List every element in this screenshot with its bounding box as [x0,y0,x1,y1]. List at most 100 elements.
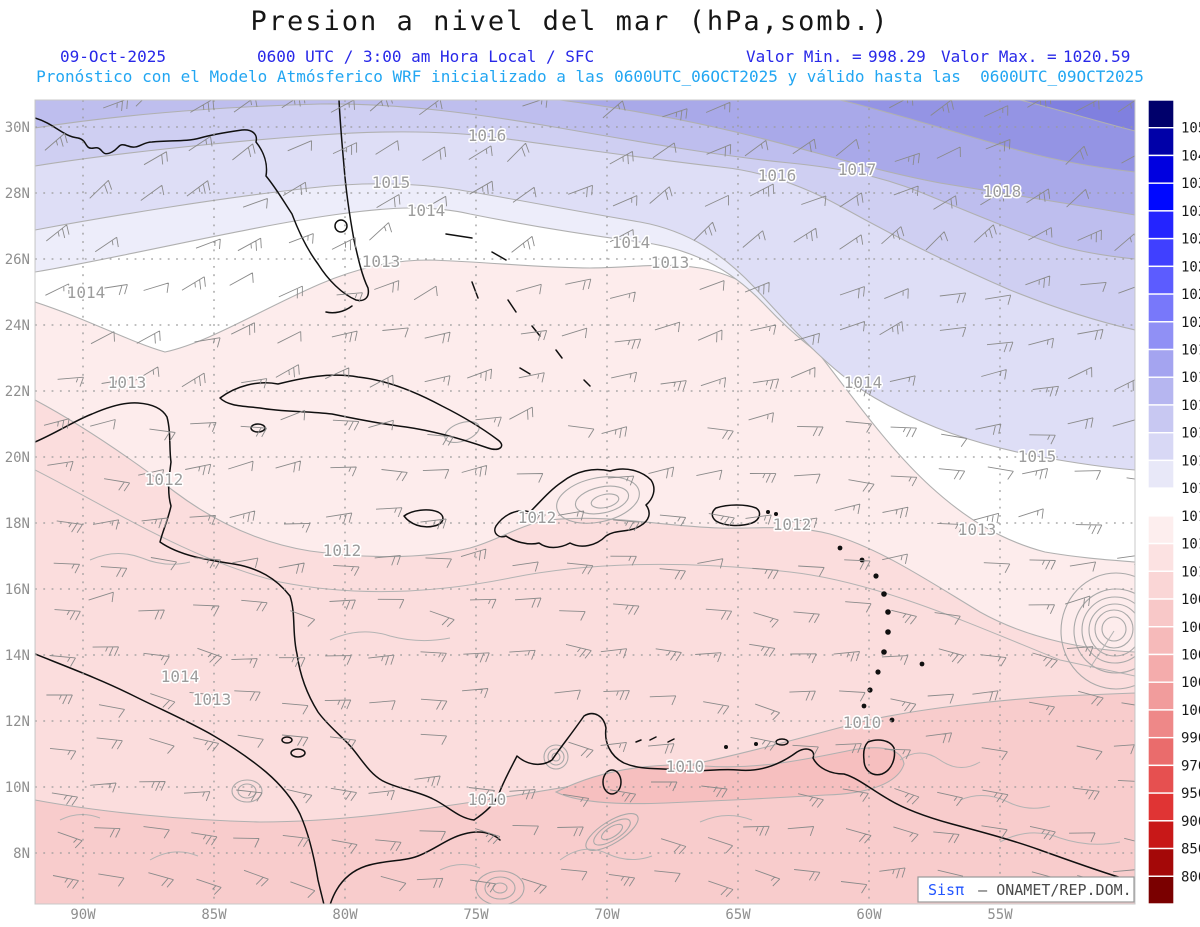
colorbar-cell [1148,849,1174,877]
colorbar-tick-label: 1012 [1181,537,1200,553]
contour-label: 1014 [407,201,446,220]
lon-tick-label: 80W [332,907,358,923]
colorbar-tick-label: 1025 [1181,259,1200,275]
colorbar-tick-label: 1035 [1181,176,1200,192]
colorbar-cell [1148,488,1174,516]
lat-tick-label: 10N [5,780,30,796]
pressure-map-canvas: 1016101510141013101410131016101710181014… [0,0,1200,927]
colorbar-cell [1148,710,1174,738]
contour-label: 1013 [362,252,401,271]
colorbar-tick-label: 1015 [1181,453,1200,469]
watermark-box: Sisπ – ONAMET/REP.DOM. [918,877,1134,902]
contour-label: 1014 [844,373,883,392]
colorbar-tick-label: 950 [1181,786,1200,802]
lon-tick-label: 85W [201,907,227,923]
colorbar-tick-label: 1004 [1181,647,1200,663]
lat-tick-label: 26N [5,252,30,268]
colorbar: 1050 1040 1035 1030 1028 1025 1022 1020 1019 1018… [1148,100,1200,904]
colorbar-tick-label: 1050 [1181,121,1200,137]
contour-label: 1012 [145,470,184,489]
colorbar-cell [1148,460,1174,488]
lon-tick-label: 70W [594,907,620,923]
watermark-org: – ONAMET/REP.DOM. [978,881,1132,899]
colorbar-cell [1148,183,1174,211]
colorbar-tick-label: 1022 [1181,287,1200,303]
lon-tick-label: 75W [463,907,489,923]
colorbar-cell [1148,322,1174,350]
colorbar-tick-label: 1014 [1181,481,1200,497]
colorbar-cell [1148,682,1174,710]
colorbar-cell [1148,544,1174,572]
contour-label: 1014 [67,283,106,302]
lat-tick-label: 28N [5,186,30,202]
colorbar-cell [1148,433,1174,461]
colorbar-tick-label: 1030 [1181,204,1200,220]
contour-label: 1013 [651,253,690,272]
colorbar-tick-label: 1018 [1181,370,1200,386]
colorbar-tick-label: 1000 [1181,703,1200,719]
contour-label: 1017 [838,160,877,179]
lat-tick-label: 18N [5,516,30,532]
contour-label: 1014 [612,233,651,252]
contour-label: 1010 [843,713,882,732]
lat-tick-label: 14N [5,648,30,664]
colorbar-tick-label: 1006 [1181,620,1200,636]
colorbar-tick-label: 850 [1181,842,1200,858]
colorbar-tick-label: 1013 [1181,509,1200,525]
colorbar-tick-label: 970 [1181,758,1200,774]
colorbar-cell [1148,765,1174,793]
lat-tick-label: 30N [5,120,30,136]
colorbar-cell [1148,516,1174,544]
lat-tick-label: 20N [5,450,30,466]
colorbar-tick-label: 1002 [1181,675,1200,691]
colorbar-cell [1148,211,1174,239]
contour-label: 1015 [1018,447,1057,466]
lat-tick-label: 24N [5,318,30,334]
contour-label: 1012 [773,515,812,534]
contour-label: 1013 [958,520,997,539]
watermark-brand: Sisπ [928,881,964,899]
contour-label: 1013 [193,690,232,709]
lon-tick-label: 65W [725,907,751,923]
svg-text:Sisπ – ONAMET/REP.DOM.: Sisπ – ONAMET/REP.DOM. [928,881,1132,899]
colorbar-tick-label: 900 [1181,814,1200,830]
lat-tick-label: 22N [5,384,30,400]
colorbar-cell [1148,100,1174,128]
lat-tick-label: 12N [5,714,30,730]
weather-map-page: Presion a nivel del mar (hPa,somb.) 09-O… [0,0,1200,927]
colorbar-tick-label: 1008 [1181,592,1200,608]
colorbar-cell [1148,239,1174,267]
colorbar-tick-label: 1016 [1181,426,1200,442]
colorbar-tick-label: 990 [1181,731,1200,747]
contour-label: 1013 [108,373,147,392]
colorbar-cell [1148,571,1174,599]
colorbar-tick-label: 1010 [1181,564,1200,580]
contour-label: 1018 [983,182,1022,201]
colorbar-cell [1148,350,1174,378]
colorbar-cell [1148,377,1174,405]
colorbar-cell [1148,294,1174,322]
colorbar-tick-label: 1020 [1181,315,1200,331]
lat-tick-label: 16N [5,582,30,598]
contour-label: 1016 [758,166,797,185]
colorbar-cell [1148,876,1174,904]
colorbar-tick-label: 1040 [1181,148,1200,164]
colorbar-cell [1148,128,1174,156]
colorbar-cell [1148,654,1174,682]
contour-label: 1012 [518,508,557,527]
colorbar-tick-label: 1028 [1181,232,1200,248]
colorbar-cell [1148,821,1174,849]
lon-tick-label: 60W [856,907,882,923]
lon-tick-label: 55W [987,907,1013,923]
contour-label: 1012 [323,541,362,560]
contour-label: 1015 [372,173,411,192]
colorbar-tick-label: 800 [1181,869,1200,885]
colorbar-cell [1148,155,1174,183]
contour-label: 1010 [468,790,507,809]
colorbar-tick-label: 1017 [1181,398,1200,414]
lat-tick-label: 8N [13,846,30,862]
colorbar-cell [1148,627,1174,655]
colorbar-tick-label: 1019 [1181,343,1200,359]
colorbar-cell [1148,599,1174,627]
colorbar-cell [1148,738,1174,766]
